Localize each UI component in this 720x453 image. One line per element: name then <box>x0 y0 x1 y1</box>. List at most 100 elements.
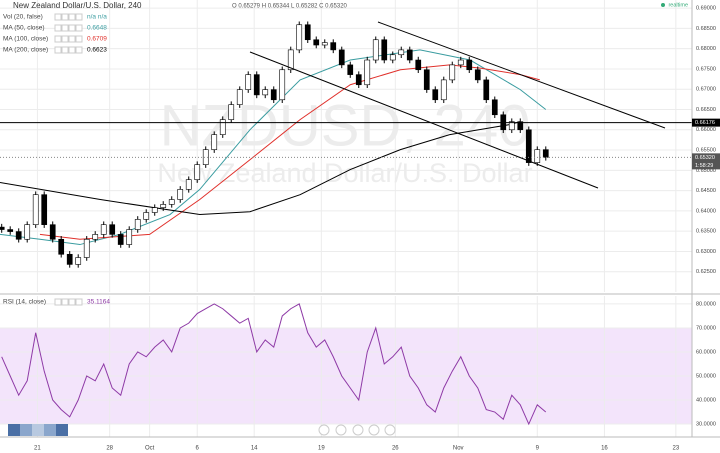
y-tick-label: 0.64500 <box>696 188 716 194</box>
legend-name: MA (50, close) <box>3 25 45 32</box>
data-layer <box>0 21 692 426</box>
y-tick-label: 0.69000 <box>696 6 716 12</box>
candle-body <box>32 194 39 225</box>
y-tick-label: 0.63500 <box>696 229 716 235</box>
candle-body <box>228 104 235 120</box>
legend-button[interactable] <box>54 24 62 32</box>
legend-value: n/a n/a <box>87 14 107 21</box>
candle-body <box>160 204 167 208</box>
legend-button[interactable] <box>68 46 76 54</box>
x-tick-label: 19 <box>318 446 325 452</box>
candle-body <box>415 59 422 71</box>
candle-body <box>143 212 150 220</box>
candle-body <box>202 149 209 165</box>
y-tick-label: 0.65000 <box>696 168 716 174</box>
candle-body <box>491 99 498 116</box>
toolbar-button[interactable] <box>8 424 20 436</box>
legend-button[interactable] <box>75 298 83 306</box>
legend-button[interactable] <box>54 46 62 54</box>
legend-button[interactable] <box>75 13 83 21</box>
candle-body <box>219 119 226 135</box>
toolbar-button[interactable] <box>32 424 44 436</box>
moving-average <box>39 64 540 240</box>
y-tick-label: 50.0000 <box>696 373 716 379</box>
legend-button[interactable] <box>61 24 69 32</box>
legend-button[interactable] <box>54 35 62 43</box>
trend-line <box>377 21 666 129</box>
zoom-button[interactable] <box>318 424 330 436</box>
legend-name: Vol (20, false) <box>3 14 43 21</box>
x-tick-label: 9 <box>536 446 540 452</box>
candle-body <box>508 121 515 131</box>
candle-body <box>347 64 354 75</box>
y-tick-label: 0.64000 <box>696 208 716 214</box>
y-tick-label: 0.66500 <box>696 107 716 113</box>
zoom-button[interactable] <box>335 424 347 436</box>
candle-body <box>15 231 22 240</box>
candle-body <box>338 49 345 66</box>
candle-body <box>58 238 65 255</box>
status-dot <box>661 3 665 7</box>
legend-button[interactable] <box>68 298 76 306</box>
grid-layer <box>0 0 695 437</box>
trend-line <box>249 51 599 189</box>
x-tick-label: Nov <box>453 446 464 452</box>
legend-button[interactable] <box>61 35 69 43</box>
candle-body <box>313 39 320 46</box>
candle-body <box>355 74 362 86</box>
drawings <box>249 21 666 189</box>
candle-body <box>457 59 464 66</box>
candle-body <box>449 64 456 81</box>
legend-button[interactable] <box>54 13 62 21</box>
legend-button[interactable] <box>54 298 62 306</box>
legend-button[interactable] <box>61 298 69 306</box>
candle-body <box>75 257 82 265</box>
candle-body <box>534 149 541 163</box>
status: realtime <box>668 2 688 8</box>
legend-button[interactable] <box>75 46 83 54</box>
candle-body <box>483 79 490 101</box>
legend-button[interactable] <box>61 13 69 21</box>
candle-body <box>24 224 31 240</box>
x-tick-label: 14 <box>251 446 258 452</box>
legend-button[interactable] <box>68 24 76 32</box>
legend-value: 0.6623 <box>87 47 107 54</box>
candle-body <box>389 54 396 61</box>
legend-button[interactable] <box>68 35 76 43</box>
legend-button[interactable] <box>75 24 83 32</box>
toolbar-button[interactable] <box>44 424 56 436</box>
x-tick-label: 21 <box>34 446 41 452</box>
candle-body <box>279 69 286 101</box>
candle-body <box>270 89 277 101</box>
candle-body <box>151 207 158 213</box>
moving-average <box>0 121 521 216</box>
candle-body <box>406 49 413 61</box>
y-tick-label: 0.68500 <box>696 26 716 32</box>
candle-body <box>100 224 107 235</box>
legend-value: 0.6648 <box>87 25 107 32</box>
candle-body <box>542 149 549 158</box>
candle-body <box>330 42 337 51</box>
zoom-button[interactable] <box>368 424 380 436</box>
candle-body <box>41 194 48 225</box>
chart-title: New Zealand Dollar/U.S. Dollar, 240 <box>13 1 142 10</box>
candle-body <box>474 69 481 81</box>
toolbar-button[interactable] <box>20 424 32 436</box>
candle-body <box>296 24 303 51</box>
toolbar-button[interactable] <box>56 424 68 436</box>
legend-button[interactable] <box>75 35 83 43</box>
y-tick-label: 0.68000 <box>696 46 716 52</box>
y-tick-label: 40.0000 <box>696 397 716 403</box>
zoom-button[interactable] <box>384 424 396 436</box>
price-axis-bg <box>692 0 720 453</box>
candle-body <box>49 224 56 240</box>
candle-body <box>525 129 532 163</box>
candle-body <box>381 39 388 61</box>
legend-button[interactable] <box>61 46 69 54</box>
candle-body <box>440 79 447 101</box>
candle-body <box>517 121 524 131</box>
x-tick-label: Oct <box>145 446 155 452</box>
zoom-button[interactable] <box>352 424 364 436</box>
legend-button[interactable] <box>68 13 76 21</box>
candle-body <box>177 189 184 200</box>
